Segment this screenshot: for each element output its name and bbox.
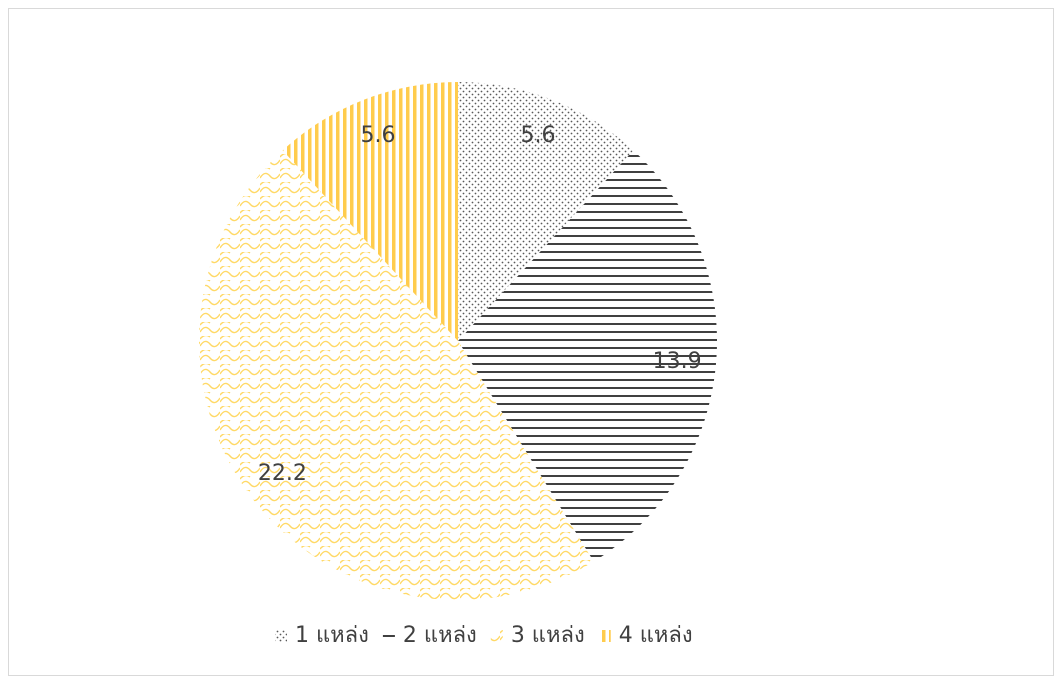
legend-swatch: [275, 630, 287, 642]
pie-slice: [458, 150, 717, 562]
legend-swatch: [598, 630, 611, 642]
pie-slice: [282, 82, 458, 341]
legend-label: 2 แหล่ง: [403, 623, 477, 648]
legend-label: 1 แหล่ง: [295, 623, 369, 648]
data-label: 5.6: [521, 123, 556, 148]
data-label: 13.9: [653, 349, 702, 374]
data-label: 5.6: [360, 123, 395, 148]
legend-swatch: [382, 630, 395, 642]
data-label: 22.2: [258, 461, 307, 486]
legend-label: 4 แหล่ง: [619, 623, 693, 648]
legend-swatch: [490, 630, 503, 642]
pie-slice: [458, 82, 634, 341]
legend-label: 3 แหล่ง: [511, 623, 585, 648]
pie-slice: [198, 150, 594, 601]
